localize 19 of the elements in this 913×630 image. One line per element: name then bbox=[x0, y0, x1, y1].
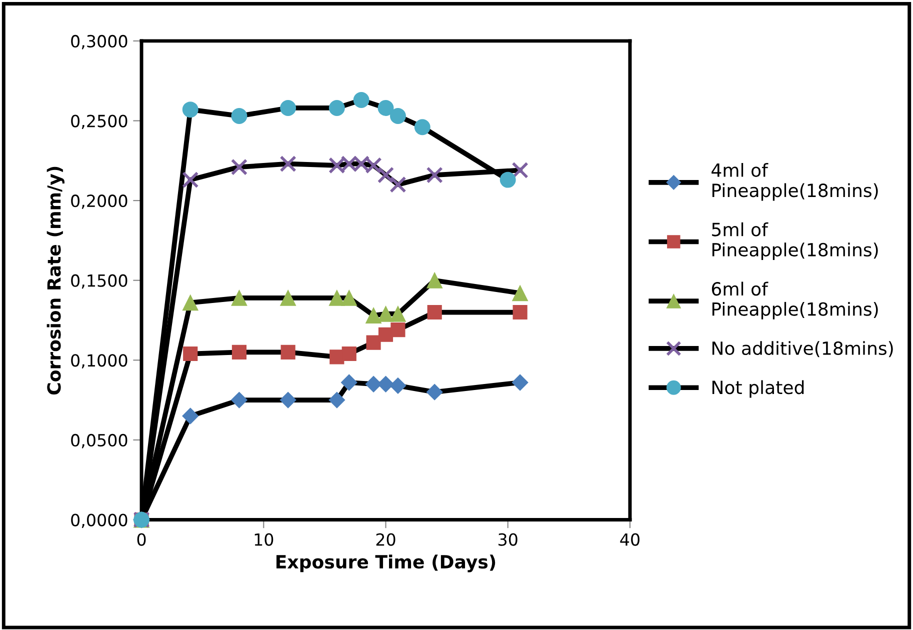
legend-label: 5ml of Pineapple(18mins) bbox=[712, 222, 878, 260]
x-axis-title: Exposure Time (Days) bbox=[276, 554, 496, 572]
legend-label: Not plated bbox=[712, 380, 804, 398]
x-tick-label: 20 bbox=[376, 533, 396, 546]
x-tick-label: 10 bbox=[254, 533, 274, 546]
legend-label: No additive(18mins) bbox=[712, 341, 893, 358]
y-tick-label: 0,3000 bbox=[71, 34, 128, 50]
x-tick-label: 0 bbox=[137, 533, 146, 546]
legend-label: 6ml of Pineapple(18mins) bbox=[712, 282, 878, 320]
x-tick-label: 40 bbox=[620, 533, 640, 546]
y-tick-label: 0,2000 bbox=[71, 194, 128, 209]
y-tick-label: 0,1500 bbox=[71, 274, 128, 289]
x-tick-label: 30 bbox=[498, 533, 518, 546]
y-tick-label: 0,1000 bbox=[71, 354, 128, 368]
y-tick-label: 0,2500 bbox=[71, 114, 128, 130]
y-tick-label: 0,0000 bbox=[71, 514, 128, 528]
y-tick-label: 0,0500 bbox=[71, 434, 128, 448]
y-axis-title: Corrosion Rate (mm/y) bbox=[46, 166, 64, 394]
legend-label: 4ml of Pineapple(18mins) bbox=[712, 163, 878, 201]
